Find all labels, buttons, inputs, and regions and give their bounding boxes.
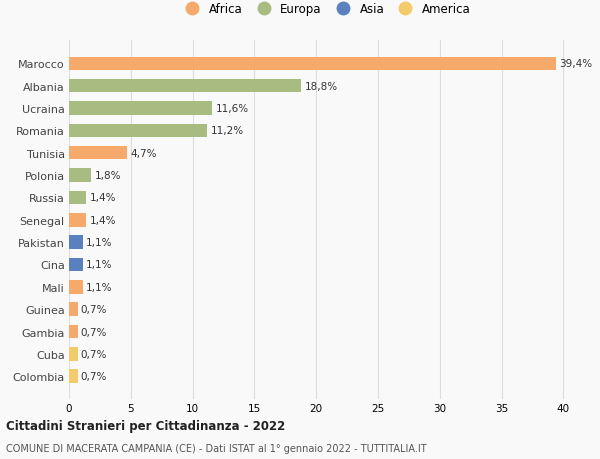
Bar [69,325,77,338]
Text: 39,4%: 39,4% [559,59,592,69]
Text: 1,1%: 1,1% [86,260,112,270]
Bar [69,147,127,160]
Bar [69,347,77,361]
Text: 0,7%: 0,7% [81,349,107,359]
Bar [69,80,301,93]
Text: 18,8%: 18,8% [304,82,338,91]
Bar [69,169,91,182]
Bar [69,191,86,205]
Text: Cittadini Stranieri per Cittadinanza - 2022: Cittadini Stranieri per Cittadinanza - 2… [6,419,285,432]
Bar [69,102,212,116]
Bar [69,124,208,138]
Bar [69,258,83,272]
Text: COMUNE DI MACERATA CAMPANIA (CE) - Dati ISTAT al 1° gennaio 2022 - TUTTITALIA.IT: COMUNE DI MACERATA CAMPANIA (CE) - Dati … [6,443,427,453]
Text: 0,7%: 0,7% [81,304,107,314]
Text: 11,2%: 11,2% [211,126,244,136]
Legend: Africa, Europa, Asia, America: Africa, Europa, Asia, America [178,0,473,18]
Text: 0,7%: 0,7% [81,327,107,337]
Text: 1,8%: 1,8% [94,171,121,181]
Bar [69,57,556,71]
Text: 11,6%: 11,6% [215,104,248,114]
Text: 0,7%: 0,7% [81,371,107,381]
Text: 4,7%: 4,7% [130,148,157,158]
Text: 1,4%: 1,4% [89,193,116,203]
Text: 1,1%: 1,1% [86,238,112,247]
Bar [69,280,83,294]
Bar [69,303,77,316]
Bar [69,236,83,249]
Text: 1,4%: 1,4% [89,215,116,225]
Bar [69,213,86,227]
Text: 1,1%: 1,1% [86,282,112,292]
Bar [69,369,77,383]
